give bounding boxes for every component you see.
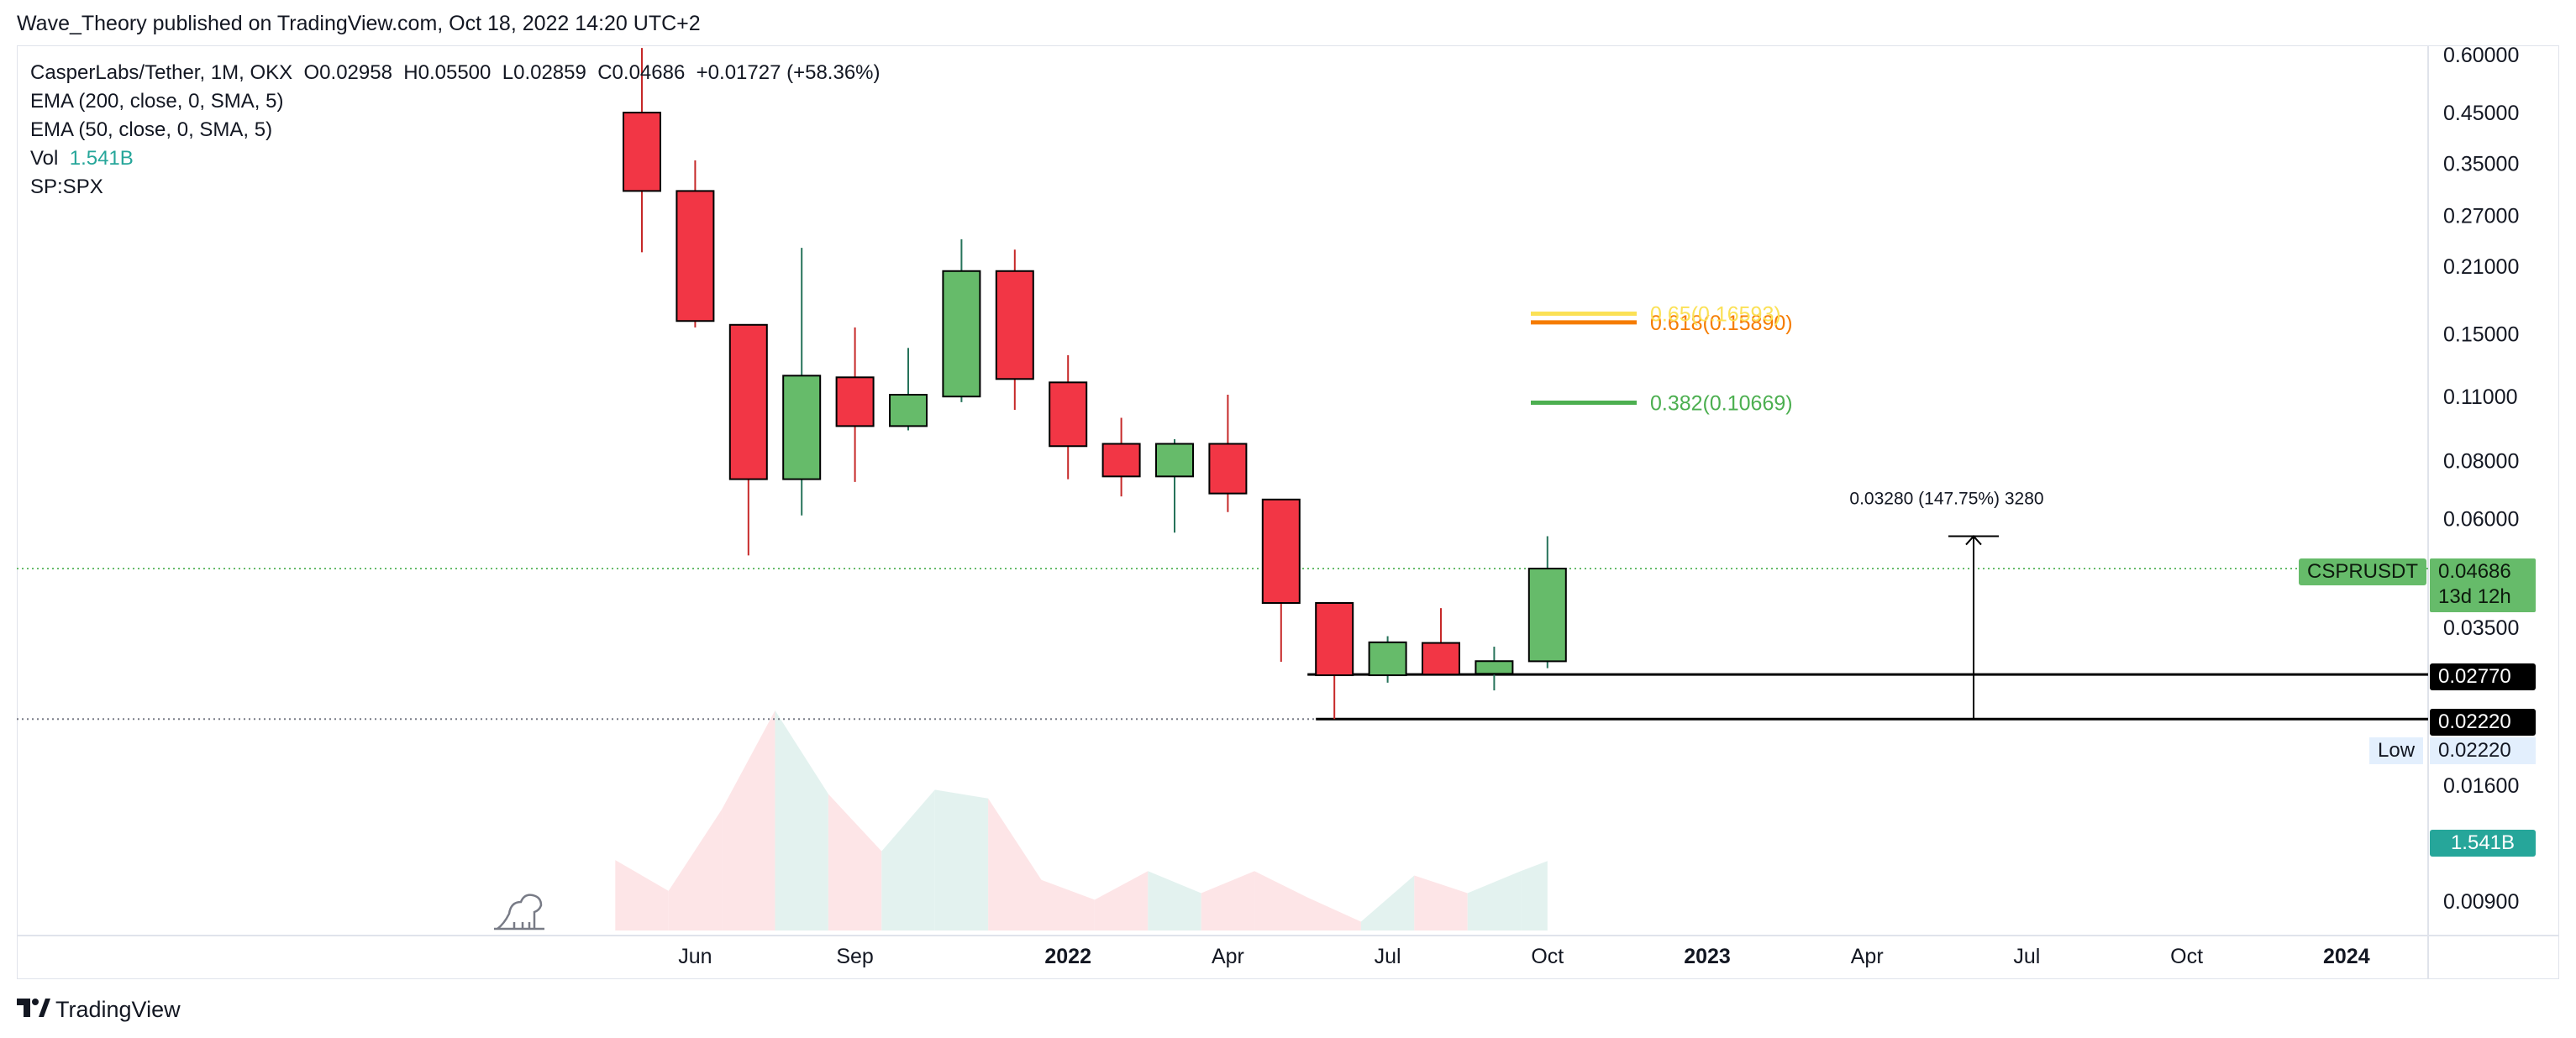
x-tick-label: Sep (836, 945, 873, 968)
chart-legend: CasperLabs/Tether, 1M, OKX O0.02958 H0.0… (30, 59, 881, 202)
legend-low-label: L (502, 61, 514, 84)
tradingview-logo-icon (17, 996, 50, 1023)
low-value-tag: 0.02220 (2430, 737, 2536, 764)
fib-level-label: 0.65(0.16593) (1650, 303, 1781, 327)
volume-area-segment (881, 789, 935, 931)
fib-level-label: 0.618(0.15890) (1650, 312, 1793, 335)
tradingview-wordmark: TradingView (55, 996, 181, 1022)
x-tick-label: Jul (1375, 945, 1401, 968)
candle-body (1155, 443, 1194, 478)
candle-body (728, 323, 768, 480)
legend-open-value: 0.02958 (319, 61, 392, 84)
legend-open-label: O (303, 61, 320, 84)
y-tick-label: 0.60000 (2443, 44, 2519, 67)
chart-frame[interactable] (17, 45, 2559, 979)
x-tick-label: 2022 (1044, 945, 1091, 968)
volume-area-segment (1148, 871, 1201, 931)
legend-high-value: 0.05500 (418, 61, 492, 84)
level-tag-02770: 0.02770 (2430, 663, 2536, 690)
volume-area-segment (1307, 897, 1361, 931)
candle-body (1261, 498, 1301, 604)
candle-body (835, 376, 875, 427)
dino-icon (494, 894, 544, 931)
legend-close-label: C (597, 61, 612, 84)
candle-body (942, 270, 981, 398)
volume-area-segment (1041, 879, 1095, 931)
x-tick-label: 2023 (1684, 945, 1731, 968)
volume-area-segment (722, 710, 775, 931)
legend-volume[interactable]: Vol 1.541B (30, 144, 881, 173)
legend-volume-value: 1.541B (69, 147, 134, 170)
candle-body (1049, 381, 1088, 448)
tradingview-brand[interactable]: TradingView (17, 996, 181, 1023)
volume-area-segment (1201, 871, 1255, 931)
y-tick-label: 0.06000 (2443, 508, 2519, 532)
legend-low-value: 0.02859 (513, 61, 586, 84)
volume-area-segment (988, 798, 1042, 931)
candle-body (1101, 443, 1141, 478)
published-by-line: Wave_Theory published on TradingView.com… (17, 12, 701, 35)
measure-label: 0.03280 (147.75%) 3280 (1849, 490, 2043, 509)
symbol-price-tag: CSPRUSDT (2299, 558, 2427, 585)
candle-body (995, 270, 1034, 380)
y-tick-label: 0.35000 (2443, 152, 2519, 176)
y-tick-label: 0.08000 (2443, 450, 2519, 474)
bar-countdown: 13d 12h (2438, 585, 2511, 608)
measure-arrow-head (1965, 535, 1982, 546)
y-tick-label: 0.15000 (2443, 323, 2519, 347)
legend-ohlc-row: CasperLabs/Tether, 1M, OKX O0.02958 H0.0… (30, 59, 881, 87)
volume-value-tag: 1.541B (2430, 830, 2536, 857)
candle-body (1315, 601, 1354, 677)
last-price-value: 0.04686 (2438, 560, 2511, 583)
legend-volume-label: Vol (30, 147, 59, 170)
candle-body (1368, 641, 1407, 677)
legend-ema200[interactable]: EMA (200, close, 0, SMA, 5) (30, 90, 284, 113)
x-tick-label: Oct (1531, 945, 1564, 968)
volume-area-segment (615, 860, 669, 931)
candle-body (623, 112, 661, 192)
y-tick-label: 0.01600 (2443, 774, 2519, 798)
volume-area-segment (1467, 871, 1522, 931)
volume-area-segment (1360, 875, 1415, 931)
volume-area-segment (828, 794, 882, 931)
volume-area-segment (775, 710, 828, 931)
x-tick-label: Apr (1212, 945, 1244, 968)
candle-body (782, 375, 822, 480)
candle-body (889, 394, 928, 427)
y-tick-label: 0.45000 (2443, 102, 2519, 125)
last-price-tag: 0.04686 13d 12h (2430, 558, 2536, 612)
fib-level-label: 0.382(0.10669) (1650, 392, 1793, 416)
volume-area-segment (1254, 871, 1308, 931)
y-tick-label: 0.03500 (2443, 616, 2519, 640)
x-tick-label: Oct (2170, 945, 2203, 968)
candle-body (1475, 660, 1514, 675)
legend-symbol[interactable]: CasperLabs/Tether, 1M, OKX (30, 61, 293, 84)
y-tick-label: 0.11000 (2443, 385, 2518, 409)
y-tick-label: 0.00900 (2443, 890, 2519, 914)
level-tag-02220: 0.02220 (2430, 709, 2536, 736)
legend-ema50[interactable]: EMA (50, close, 0, SMA, 5) (30, 118, 273, 141)
volume-area-segment (1414, 875, 1468, 931)
candle-body (676, 190, 715, 322)
candle-body (1422, 642, 1460, 676)
volume-area-segment (934, 789, 989, 931)
x-tick-label: 2024 (2323, 945, 2370, 968)
y-tick-label: 0.21000 (2443, 255, 2519, 279)
x-tick-label: Jun (678, 945, 712, 968)
legend-high-label: H (403, 61, 418, 84)
volume-area-segment (1521, 861, 1548, 931)
legend-change: +0.01727 (+58.36%) (696, 61, 881, 84)
x-tick-label: Apr (1851, 945, 1884, 968)
candle-body (1208, 443, 1248, 495)
legend-close-value: 0.04686 (612, 61, 686, 84)
y-tick-label: 0.27000 (2443, 205, 2519, 228)
candle-body (1527, 567, 1567, 663)
volume-area-segment (1094, 871, 1149, 931)
legend-spx[interactable]: SP:SPX (30, 176, 103, 198)
x-tick-label: Jul (2013, 945, 2040, 968)
volume-area-segment (668, 809, 723, 931)
low-label-tag: Low (2369, 737, 2424, 764)
